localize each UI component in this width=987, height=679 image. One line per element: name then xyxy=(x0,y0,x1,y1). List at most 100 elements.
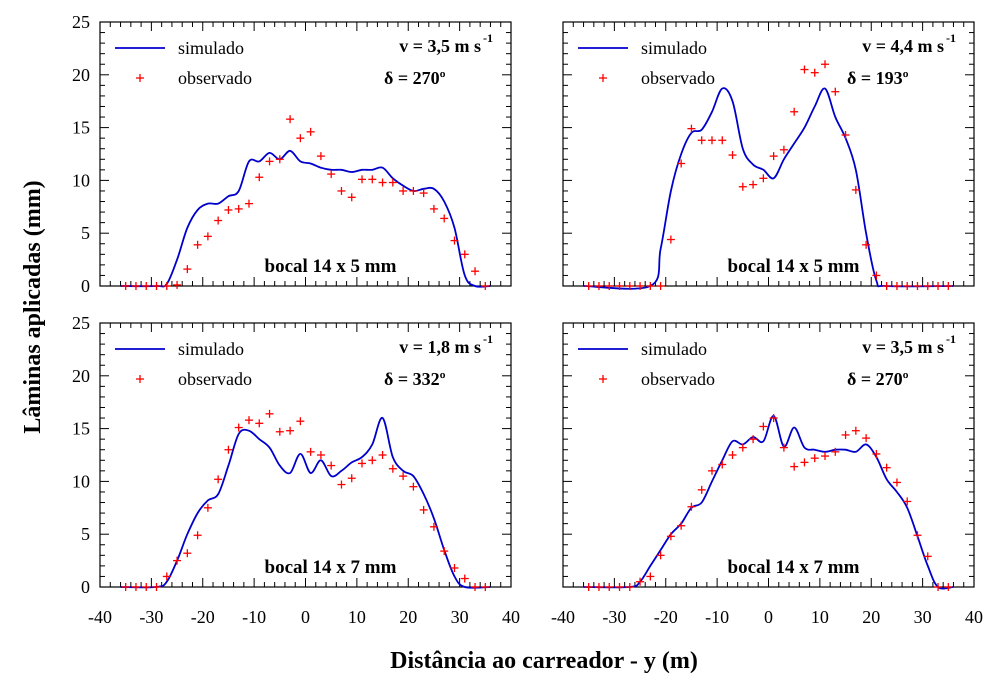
figure-xlabel: Distância ao carreador - y (m) xyxy=(390,648,698,674)
y-tick-label: 15 xyxy=(72,419,90,439)
observed-point xyxy=(399,472,408,481)
direction-label: δ = 193º xyxy=(847,68,909,88)
plot-frame xyxy=(99,21,512,287)
plot-frame xyxy=(562,322,975,588)
x-tick-label: 20 xyxy=(399,607,417,627)
observed-point xyxy=(851,426,860,435)
y-tick-label: 10 xyxy=(72,471,90,491)
legend-marker-swatch xyxy=(599,375,607,383)
observed-point xyxy=(718,136,727,145)
legend: simulado observado xyxy=(578,38,715,88)
observed-points xyxy=(121,115,490,290)
observed-point xyxy=(687,124,696,133)
y-tick-label: 10 xyxy=(72,170,90,190)
observed-point xyxy=(605,583,614,591)
observed-point xyxy=(409,482,418,491)
observed-point xyxy=(368,175,377,184)
simulated-line xyxy=(120,149,491,288)
observed-point xyxy=(944,282,953,290)
observed-point xyxy=(183,265,192,274)
observed-point xyxy=(923,282,932,290)
ticks xyxy=(562,322,975,588)
observed-point xyxy=(882,282,891,290)
observed-point xyxy=(584,583,593,591)
observed-point xyxy=(347,474,356,483)
observed-point xyxy=(203,503,212,512)
observed-point xyxy=(224,205,233,214)
observed-point xyxy=(306,447,315,456)
observed-point xyxy=(831,447,840,456)
y-tick-label: 25 xyxy=(72,12,90,32)
observed-point xyxy=(892,282,901,290)
observed-point xyxy=(131,282,140,290)
observed-point xyxy=(831,87,840,96)
observed-point xyxy=(409,186,418,195)
observed-point xyxy=(286,115,295,124)
observed-point xyxy=(759,422,768,431)
observed-point xyxy=(584,282,593,290)
x-tick-label: -40 xyxy=(551,607,575,627)
observed-point xyxy=(255,419,264,428)
observed-point xyxy=(790,462,799,471)
observed-point xyxy=(821,452,830,461)
observed-point xyxy=(646,572,655,581)
observed-point xyxy=(275,427,284,436)
observed-point xyxy=(738,443,747,452)
observed-point xyxy=(440,547,449,556)
observed-point xyxy=(440,214,449,223)
observed-point xyxy=(193,531,202,540)
observed-point xyxy=(358,459,367,468)
legend-marker-swatch xyxy=(599,74,607,82)
observed-point xyxy=(615,282,624,290)
x-tick-label: 0 xyxy=(301,607,310,627)
observed-point xyxy=(738,182,747,191)
nozzle-label: bocal 14 x 5 mm xyxy=(265,256,397,277)
velocity-exponent: -1 xyxy=(946,31,956,45)
observed-point xyxy=(666,532,675,541)
observed-point xyxy=(728,451,737,459)
observed-point xyxy=(214,216,223,225)
observed-point xyxy=(882,463,891,472)
observed-point xyxy=(934,583,943,591)
observed-point xyxy=(378,451,387,459)
observed-point xyxy=(183,549,192,558)
observed-point xyxy=(707,466,716,475)
observed-point xyxy=(749,435,758,444)
y-tick-label: 15 xyxy=(72,118,90,138)
figure-ylabel: Lâminas aplicadas (mm) xyxy=(20,180,46,433)
observed-points xyxy=(584,414,953,591)
y-tick-label: 5 xyxy=(81,524,90,544)
observed-point xyxy=(718,460,727,469)
observed-point xyxy=(625,583,634,591)
observed-point xyxy=(419,505,428,514)
velocity-label: v = 4,4 m s xyxy=(862,36,944,56)
observed-point xyxy=(450,563,459,572)
observed-point xyxy=(429,204,438,213)
observed-point xyxy=(862,240,871,249)
observed-point xyxy=(388,464,397,473)
observed-point xyxy=(286,426,295,435)
ticks xyxy=(562,21,975,287)
simulated-line xyxy=(120,417,491,589)
observed-point xyxy=(131,583,140,591)
observed-point xyxy=(769,152,778,161)
x-tick-label: 30 xyxy=(914,607,932,627)
observed-point xyxy=(677,159,686,168)
observed-point xyxy=(841,430,850,439)
legend: simulado observado xyxy=(115,38,252,88)
observed-point xyxy=(121,282,130,290)
observed-point xyxy=(193,240,202,249)
legend-simulated-label: simulado xyxy=(178,38,244,58)
observed-point xyxy=(707,136,716,145)
observed-point xyxy=(697,136,706,145)
observed-point xyxy=(800,65,809,74)
observed-point xyxy=(142,583,151,591)
x-tick-label: -30 xyxy=(602,607,626,627)
y-tick-label: 0 xyxy=(81,276,90,296)
observed-point xyxy=(923,552,932,561)
ticks xyxy=(99,21,512,287)
observed-point xyxy=(594,282,603,290)
legend: simulado observado xyxy=(578,339,715,389)
panel-top-right: simulado observado v = 4,4 m s -1 δ = 193º bo… xyxy=(562,21,975,290)
